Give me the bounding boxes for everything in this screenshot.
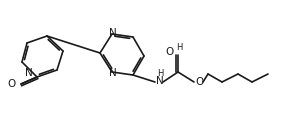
Text: H: H [157, 70, 163, 79]
Text: N: N [156, 76, 164, 86]
Text: O: O [8, 79, 16, 89]
Text: O: O [195, 77, 203, 87]
Text: H: H [176, 42, 182, 51]
Text: N: N [109, 28, 117, 38]
Text: N: N [25, 68, 33, 78]
Text: O: O [166, 47, 174, 57]
Text: N: N [109, 68, 117, 78]
